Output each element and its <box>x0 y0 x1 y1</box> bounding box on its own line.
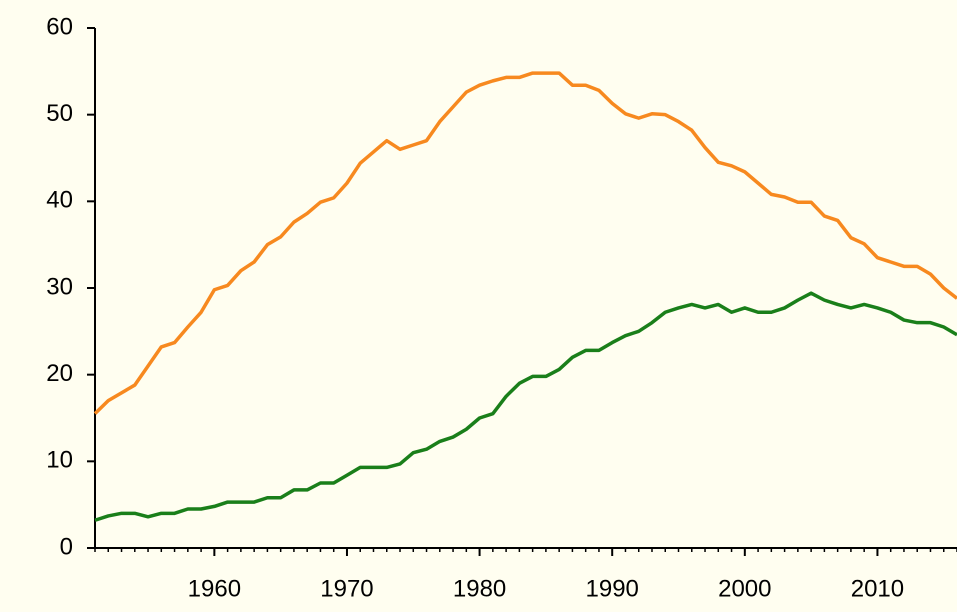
line-series <box>93 71 957 415</box>
x-tick-label: 2000 <box>718 575 771 602</box>
y-tick-label: 40 <box>46 187 73 214</box>
y-tick-label: 0 <box>60 533 73 560</box>
line-series <box>94 291 957 522</box>
x-tick-label: 1990 <box>586 575 639 602</box>
y-tick-label: 10 <box>46 447 73 474</box>
y-tick-label: 20 <box>46 360 73 387</box>
y-tick-label: 50 <box>46 100 73 127</box>
x-tick-label: 1980 <box>453 575 506 602</box>
y-tick-label: 30 <box>46 273 73 300</box>
x-tick-label: 2010 <box>851 575 904 602</box>
y-tick-label: 60 <box>46 13 73 40</box>
x-tick-label: 1960 <box>188 575 241 602</box>
x-tick-label: 1970 <box>320 575 373 602</box>
